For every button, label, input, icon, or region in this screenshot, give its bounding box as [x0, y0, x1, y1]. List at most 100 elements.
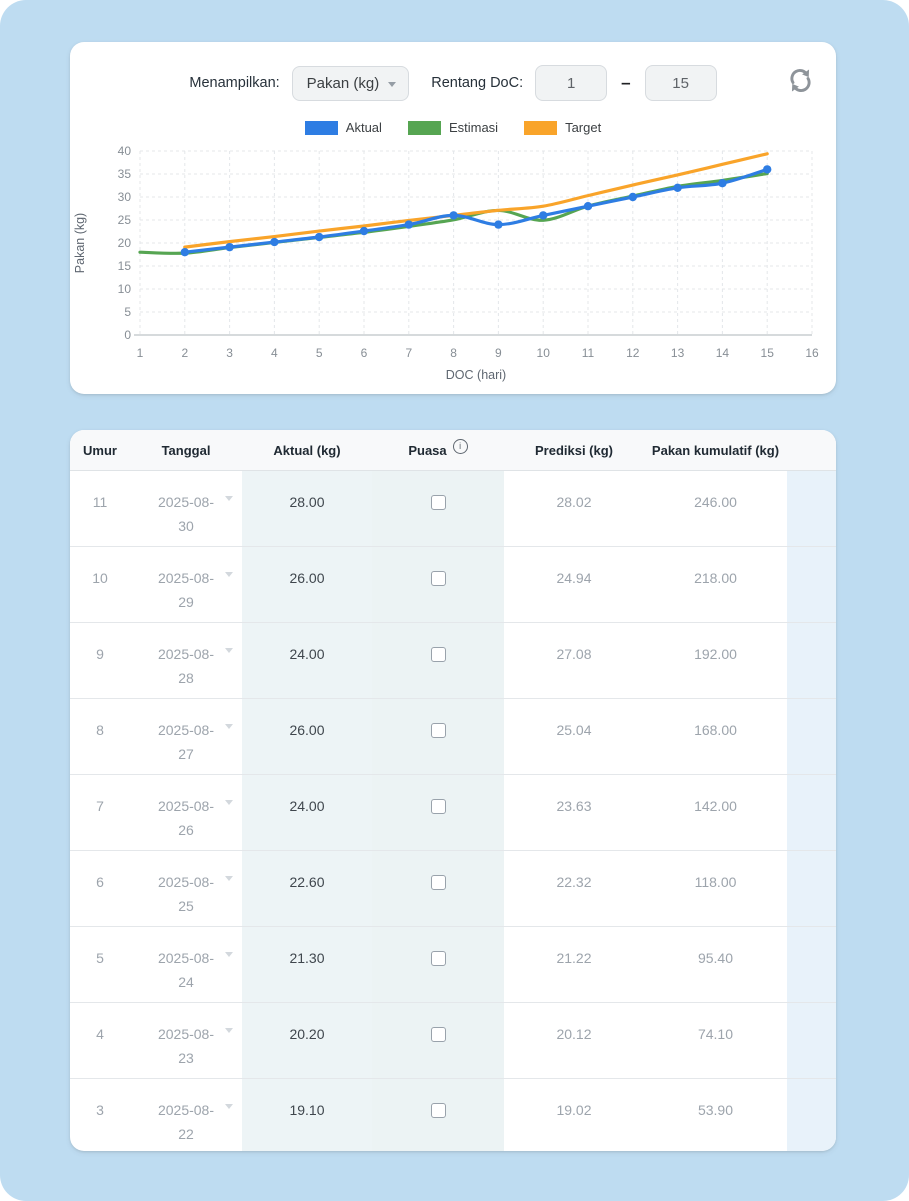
data-point-aktual	[494, 220, 503, 229]
x-tick-label: 4	[271, 346, 278, 360]
umur-cell: 11	[92, 494, 108, 510]
data-point-aktual	[270, 237, 279, 247]
metric-select[interactable]: Pakan (kg)	[291, 65, 410, 101]
y-tick-label: 30	[118, 190, 132, 204]
empty-cell	[787, 851, 836, 926]
table-header: Umur Tanggal Aktual (kg) Puasa i Prediks…	[70, 430, 836, 471]
tanggal-cell[interactable]: 2025-08- 24	[130, 927, 242, 1002]
y-tick-label: 25	[118, 213, 132, 227]
umur-cell: 8	[96, 722, 104, 738]
aktual-cell: 28.00	[242, 471, 372, 546]
kumulatif-cell: 218.00	[694, 570, 737, 586]
puasa-checkbox[interactable]	[430, 799, 446, 814]
puasa-checkbox[interactable]	[430, 1103, 446, 1118]
puasa-cell	[372, 851, 504, 926]
empty-cell	[787, 623, 836, 698]
tanggal-cell[interactable]: 2025-08- 30	[130, 471, 242, 546]
y-tick-label: 0	[124, 328, 131, 342]
puasa-checkbox[interactable]	[430, 571, 446, 586]
x-tick-label: 13	[671, 346, 685, 360]
x-tick-label: 12	[626, 346, 640, 360]
tanggal-cell[interactable]: 2025-08- 25	[130, 851, 242, 926]
puasa-checkbox[interactable]	[430, 723, 446, 738]
kumulatif-cell: 74.10	[697, 1026, 734, 1042]
table-row: 11 2025-08- 30 28.00 28.02 246.00	[70, 471, 836, 547]
range-to-input[interactable]	[644, 65, 717, 101]
refresh-button[interactable]	[787, 67, 814, 94]
date-caret-icon	[225, 496, 233, 501]
date-caret-icon	[225, 724, 233, 729]
prediksi-cell: 25.04	[556, 722, 592, 738]
prediksi-cell: 21.22	[556, 950, 592, 966]
data-point-aktual	[359, 226, 369, 236]
puasa-cell	[372, 471, 504, 546]
line-chart: 1 2 3 4 5 6 7 8 9 10 11 12 13 14 15 160510152025303540P…	[73, 144, 819, 382]
header-aktual: Aktual (kg)	[273, 442, 341, 458]
empty-cell	[787, 1003, 836, 1078]
umur-cell: 10	[92, 570, 108, 586]
x-tick-label: 10	[537, 346, 551, 360]
kumulatif-cell: 118.00	[694, 874, 737, 890]
tanggal-cell[interactable]: 2025-08- 28	[130, 623, 242, 698]
puasa-cell	[372, 547, 504, 622]
date-caret-icon	[225, 1104, 233, 1109]
data-point-aktual	[225, 242, 234, 252]
tanggal-value: 2025-08- 27	[157, 722, 215, 762]
tanggal-value: 2025-08- 30	[157, 494, 215, 534]
chart-controls: Menampilkan: Pakan (kg) Rentang DoC: –	[70, 42, 836, 101]
puasa-checkbox[interactable]	[430, 1027, 446, 1042]
table-row: 4 2025-08- 23 20.20 20.12 74.10	[70, 1003, 836, 1079]
empty-cell	[787, 775, 836, 850]
aktual-cell: 22.60	[242, 851, 372, 926]
tanggal-cell[interactable]: 2025-08- 26	[130, 775, 242, 850]
chart-legend: Aktual Estimasi Target	[70, 120, 836, 135]
header-empty	[787, 430, 836, 470]
range-from-input[interactable]	[535, 65, 608, 101]
data-point-aktual	[673, 183, 682, 192]
tanggal-cell[interactable]: 2025-08- 22	[130, 1079, 242, 1151]
tanggal-cell[interactable]: 2025-08- 29	[130, 547, 242, 622]
prediksi-cell: 27.08	[556, 646, 592, 662]
x-tick-label: 9	[495, 346, 502, 360]
metric-select-value: Pakan (kg)	[306, 74, 380, 92]
tanggal-cell[interactable]: 2025-08- 23	[130, 1003, 242, 1078]
prediksi-cell: 22.32	[556, 874, 592, 890]
table-row: 3 2025-08- 22 19.10 19.02 53.90	[70, 1079, 836, 1151]
chart-card: Menampilkan: Pakan (kg) Rentang DoC: –	[70, 42, 836, 394]
table-body: 11 2025-08- 30 28.00 28.02 246.00 10 2025…	[70, 471, 836, 1151]
data-point-aktual	[763, 165, 772, 174]
x-tick-label: 11	[582, 346, 595, 360]
empty-cell	[787, 1079, 836, 1151]
select-caret-icon	[388, 81, 397, 87]
aktual-cell: 26.00	[242, 699, 372, 774]
puasa-checkbox[interactable]	[430, 647, 446, 662]
date-caret-icon	[225, 800, 233, 805]
data-point-aktual	[449, 211, 458, 220]
prediksi-cell: 20.12	[556, 1026, 592, 1042]
kumulatif-cell: 95.40	[697, 950, 734, 966]
y-tick-label: 10	[118, 282, 132, 296]
kumulatif-cell: 142.00	[694, 798, 737, 814]
puasa-checkbox[interactable]	[430, 495, 446, 510]
tanggal-value: 2025-08- 29	[157, 570, 215, 610]
x-tick-label: 1	[137, 346, 144, 360]
puasa-cell	[372, 1003, 504, 1078]
header-prediksi: Prediksi (kg)	[534, 442, 614, 458]
puasa-checkbox[interactable]	[430, 951, 446, 966]
header-tanggal: Tanggal	[161, 442, 211, 458]
puasa-checkbox[interactable]	[430, 875, 446, 890]
tanggal-value: 2025-08- 26	[157, 798, 215, 838]
feed-table-card: Umur Tanggal Aktual (kg) Puasa i Prediks…	[70, 430, 836, 1151]
table-row: 10 2025-08- 29 26.00 24.94 218.00	[70, 547, 836, 623]
puasa-cell	[372, 699, 504, 774]
y-tick-label: 40	[118, 144, 132, 158]
info-icon[interactable]: i	[452, 438, 468, 454]
data-point-aktual	[315, 232, 324, 242]
x-tick-label: 2	[181, 346, 188, 360]
umur-cell: 5	[96, 950, 104, 966]
kumulatif-cell: 53.90	[697, 1102, 734, 1118]
tanggal-cell[interactable]: 2025-08- 27	[130, 699, 242, 774]
menampilkan-label: Menampilkan:	[189, 75, 280, 91]
